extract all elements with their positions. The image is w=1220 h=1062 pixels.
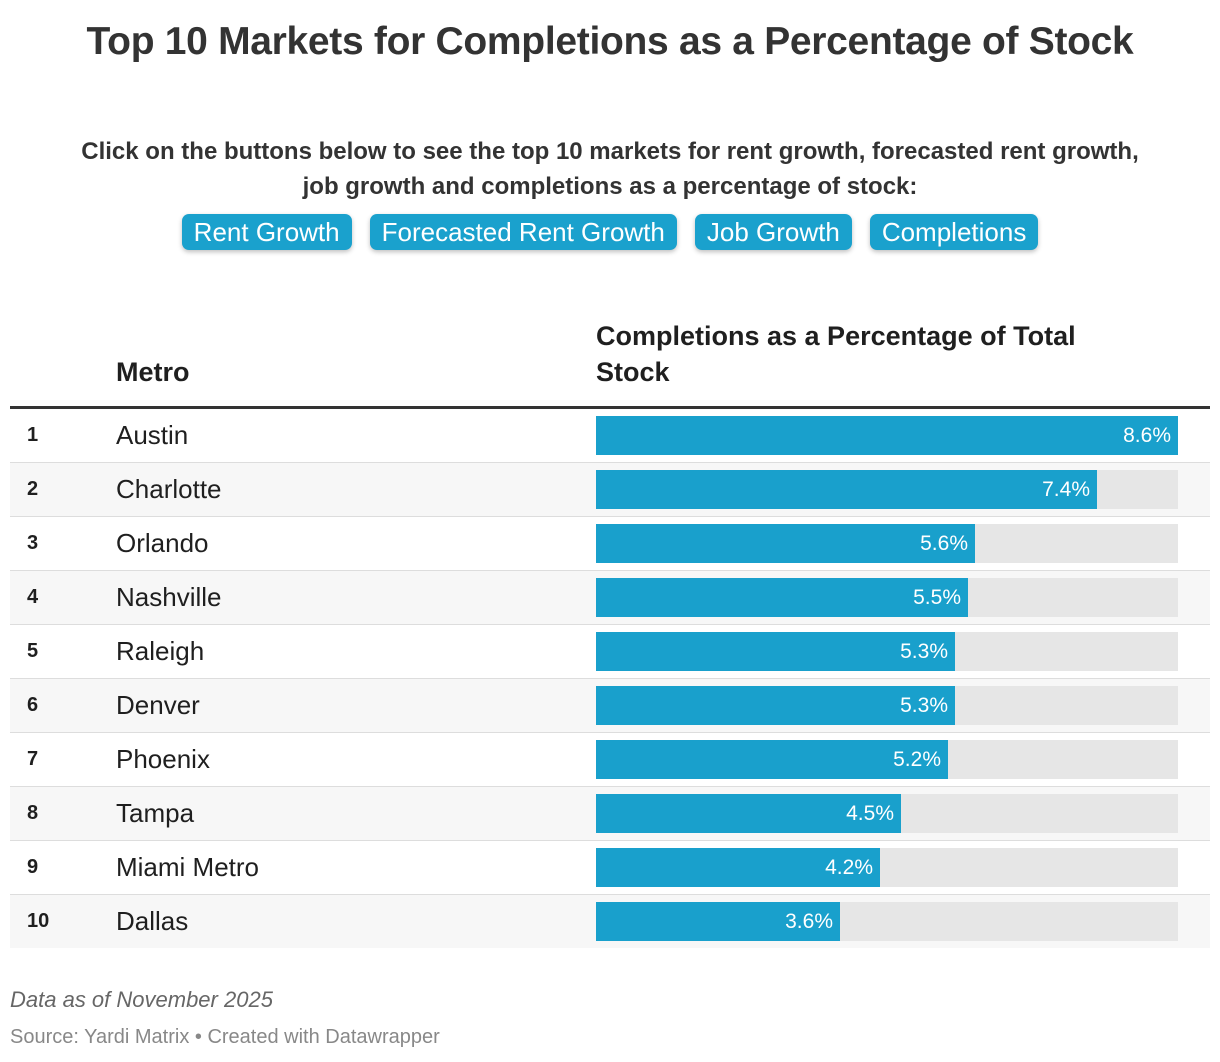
table-row: 1 Austin 8.6% bbox=[10, 409, 1210, 463]
table-row: 3 Orlando 5.6% bbox=[10, 517, 1210, 571]
column-header-metro[interactable]: Metro bbox=[116, 357, 190, 387]
table-row: 8 Tampa 4.5% bbox=[10, 787, 1210, 841]
instructions-line-1: Click on the buttons below to see the to… bbox=[81, 138, 1139, 165]
bar: 5.5% bbox=[596, 578, 968, 617]
metro-cell: Orlando bbox=[116, 528, 209, 558]
metro-cell: Tampa bbox=[116, 798, 195, 828]
bar-track: 4.2% bbox=[596, 848, 1178, 887]
table-row: 4 Nashville 5.5% bbox=[10, 571, 1210, 625]
metro-cell: Nashville bbox=[116, 582, 222, 612]
table-row: 2 Charlotte 7.4% bbox=[10, 463, 1210, 517]
bar: 7.4% bbox=[596, 470, 1097, 509]
job-growth-button[interactable]: Job Growth bbox=[694, 214, 852, 250]
bar-value-label: 5.5% bbox=[913, 586, 961, 609]
rank-cell: 5 bbox=[27, 640, 39, 662]
table-row: 10 Dallas 3.6% bbox=[10, 895, 1210, 948]
rank-cell: 2 bbox=[27, 478, 39, 500]
rank-cell: 1 bbox=[27, 424, 39, 446]
bar: 4.2% bbox=[596, 848, 880, 887]
bar: 4.5% bbox=[596, 794, 901, 833]
bar: 8.6% bbox=[596, 416, 1178, 455]
bar: 5.3% bbox=[596, 632, 955, 671]
rank-cell: 9 bbox=[27, 856, 39, 878]
forecasted-rent-growth-button[interactable]: Forecasted Rent Growth bbox=[369, 214, 677, 250]
table-row: 5 Raleigh 5.3% bbox=[10, 625, 1210, 679]
bar-track: 5.6% bbox=[596, 524, 1178, 563]
bar-track: 8.6% bbox=[596, 416, 1178, 455]
metro-cell: Charlotte bbox=[116, 474, 222, 504]
bar-track: 4.5% bbox=[596, 794, 1178, 833]
rank-cell: 6 bbox=[27, 694, 39, 716]
rank-cell: 7 bbox=[27, 748, 39, 770]
metro-cell: Miami Metro bbox=[116, 852, 260, 882]
bar: 5.3% bbox=[596, 686, 955, 725]
bar-track: 5.3% bbox=[596, 632, 1178, 671]
bar-track: 5.3% bbox=[596, 686, 1178, 725]
column-header-completions[interactable]: Completions as a Percentage of Total Sto… bbox=[596, 321, 1076, 387]
bar-value-label: 4.2% bbox=[825, 856, 873, 879]
bar-track: 7.4% bbox=[596, 470, 1178, 509]
bar-track: 3.6% bbox=[596, 902, 1178, 941]
rank-cell: 8 bbox=[27, 802, 39, 824]
metro-cell: Phoenix bbox=[116, 744, 210, 774]
bar-value-label: 7.4% bbox=[1042, 478, 1090, 501]
bar: 5.6% bbox=[596, 524, 975, 563]
bar-value-label: 5.2% bbox=[893, 748, 941, 771]
instructions: Click on the buttons below to see the to… bbox=[0, 134, 1220, 204]
table-row: 9 Miami Metro 4.2% bbox=[10, 841, 1210, 895]
bar-track: 5.5% bbox=[596, 578, 1178, 617]
metro-cell: Austin bbox=[116, 420, 189, 450]
bar-value-label: 5.6% bbox=[920, 532, 968, 555]
bar: 5.2% bbox=[596, 740, 948, 779]
metro-cell: Raleigh bbox=[116, 636, 205, 666]
dataset-buttons: Rent Growth Forecasted Rent Growth Job G… bbox=[0, 214, 1220, 250]
rank-cell: 4 bbox=[27, 586, 39, 608]
data-table: 1 Austin 8.6% 2 Charlotte 7.4% 3 Orlando 5.6% 4 Na… bbox=[10, 409, 1210, 948]
bar-value-label: 5.3% bbox=[900, 694, 948, 717]
metro-cell: Dallas bbox=[116, 906, 189, 936]
metro-cell: Denver bbox=[116, 690, 200, 720]
bar-value-label: 8.6% bbox=[1123, 424, 1171, 447]
rank-cell: 3 bbox=[27, 532, 39, 554]
bar-value-label: 3.6% bbox=[785, 910, 833, 933]
instructions-line-2: job growth and completions as a percenta… bbox=[302, 173, 918, 200]
source-credit: Source: Yardi Matrix • Created with Data… bbox=[10, 1026, 440, 1048]
chart-title: Top 10 Markets for Completions as a Perc… bbox=[86, 20, 1134, 63]
data-note: Data as of November 2025 bbox=[10, 987, 273, 1012]
header-divider bbox=[10, 406, 1210, 409]
bar-track: 5.2% bbox=[596, 740, 1178, 779]
bar-value-label: 5.3% bbox=[900, 640, 948, 663]
bar: 3.6% bbox=[596, 902, 840, 941]
table-row: 7 Phoenix 5.2% bbox=[10, 733, 1210, 787]
rent-growth-button[interactable]: Rent Growth bbox=[181, 214, 352, 250]
completions-button[interactable]: Completions bbox=[869, 214, 1039, 250]
table-row: 6 Denver 5.3% bbox=[10, 679, 1210, 733]
bar-value-label: 4.5% bbox=[846, 802, 894, 825]
rank-cell: 10 bbox=[27, 910, 50, 932]
